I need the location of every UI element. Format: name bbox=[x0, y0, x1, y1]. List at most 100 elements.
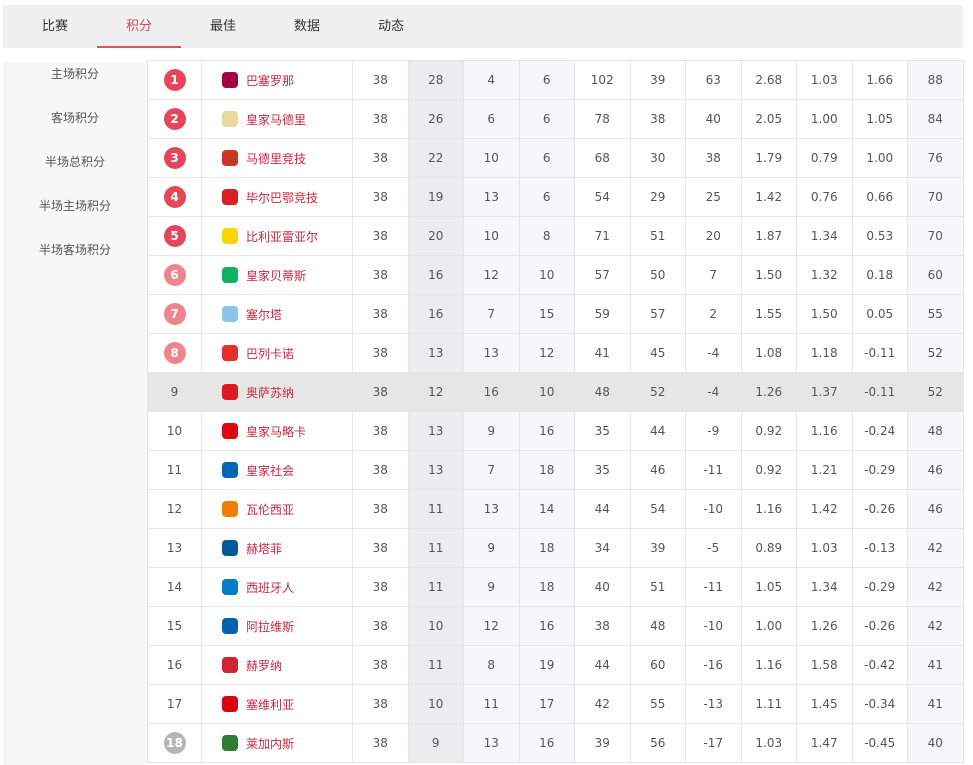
team-cell[interactable]: 赫塔菲 bbox=[201, 528, 353, 568]
table-row[interactable]: 3 马德里竞技 38 22 10 6 68 30 38 1.79 0.79 1.00 76 bbox=[147, 138, 964, 178]
team-cell[interactable]: 塞维利亚 bbox=[201, 684, 353, 724]
team-cell[interactable]: 莱加内斯 bbox=[201, 723, 353, 763]
rank-cell: 16 bbox=[147, 645, 202, 685]
stat-cell: 9 bbox=[463, 567, 520, 607]
stat-cell: 40 bbox=[685, 99, 742, 139]
tab-4[interactable]: 动态 bbox=[377, 19, 404, 34]
tab-1[interactable]: 积分 bbox=[97, 5, 181, 48]
team-crest-icon bbox=[222, 618, 238, 634]
table-row[interactable]: 9 奥萨苏纳 38 12 16 10 48 52 -4 1.26 1.37 -0.11 52 bbox=[147, 372, 964, 412]
stat-cell: -11 bbox=[685, 567, 742, 607]
table-row[interactable]: 1 巴塞罗那 38 28 4 6 102 39 63 2.68 1.03 1.66 88 bbox=[147, 60, 964, 100]
stat-cell: -0.24 bbox=[851, 411, 908, 451]
sidebar-item[interactable]: 半场主场积分 bbox=[38, 199, 111, 213]
team-name[interactable]: 塞维利亚 bbox=[246, 697, 295, 712]
stat-cell: 10 bbox=[518, 372, 575, 412]
team-cell[interactable]: 皇家贝蒂斯 bbox=[201, 255, 353, 295]
team-name[interactable]: 赫罗纳 bbox=[246, 658, 283, 673]
team-cell[interactable]: 巴列卡诺 bbox=[201, 333, 353, 373]
table-row[interactable]: 2 皇家马德里 38 26 6 6 78 38 40 2.05 1.00 1.05 84 bbox=[147, 99, 964, 139]
rank-cell: 3 bbox=[147, 138, 202, 178]
table-row[interactable]: 11 皇家社会 38 13 7 18 35 46 -11 0.92 1.21 -0.29 46 bbox=[147, 450, 964, 490]
table-row[interactable]: 14 西班牙人 38 11 9 18 40 51 -11 1.05 1.34 -0.29 42 bbox=[147, 567, 964, 607]
tab-0[interactable]: 比赛 bbox=[41, 19, 68, 34]
stat-cell: 16 bbox=[518, 411, 575, 451]
table-row[interactable]: 5 比利亚雷亚尔 38 20 10 8 71 51 20 1.87 1.34 0.53 70 bbox=[147, 216, 964, 256]
team-cell[interactable]: 巴塞罗那 bbox=[201, 60, 353, 100]
stat-cell: 41 bbox=[907, 684, 964, 724]
stat-cell: 18 bbox=[518, 567, 575, 607]
tab-3[interactable]: 数据 bbox=[293, 19, 320, 34]
stat-cell: 38 bbox=[352, 60, 409, 100]
stat-cell: 19 bbox=[407, 177, 464, 217]
rank-cell: 15 bbox=[147, 606, 202, 646]
table-row[interactable]: 18 莱加内斯 38 9 13 16 39 56 -17 1.03 1.47 -0.45 40 bbox=[147, 723, 964, 763]
team-name[interactable]: 阿拉维斯 bbox=[246, 619, 295, 634]
team-cell[interactable]: 皇家马略卡 bbox=[201, 411, 353, 451]
team-name[interactable]: 奥萨苏纳 bbox=[246, 385, 295, 400]
table-row[interactable]: 16 赫罗纳 38 11 8 19 44 60 -16 1.16 1.58 -0.42 41 bbox=[147, 645, 964, 685]
team-name[interactable]: 比利亚雷亚尔 bbox=[246, 229, 319, 244]
team-cell[interactable]: 皇家马德里 bbox=[201, 99, 353, 139]
stat-cell: 10 bbox=[463, 216, 520, 256]
team-cell[interactable]: 毕尔巴鄂竞技 bbox=[201, 177, 353, 217]
sidebar-item[interactable]: 半场总积分 bbox=[44, 155, 105, 169]
team-cell[interactable]: 西班牙人 bbox=[201, 567, 353, 607]
team-name[interactable]: 西班牙人 bbox=[246, 580, 295, 595]
team-name[interactable]: 莱加内斯 bbox=[246, 736, 295, 751]
team-name[interactable]: 皇家贝蒂斯 bbox=[246, 268, 307, 283]
stat-cell: 0.79 bbox=[796, 138, 853, 178]
stat-cell: 2.05 bbox=[740, 99, 797, 139]
table-row[interactable]: 13 赫塔菲 38 11 9 18 34 39 -5 0.89 1.03 -0.13 42 bbox=[147, 528, 964, 568]
team-name[interactable]: 毕尔巴鄂竞技 bbox=[246, 190, 319, 205]
stat-cell: 16 bbox=[407, 255, 464, 295]
team-cell[interactable]: 皇家社会 bbox=[201, 450, 353, 490]
stat-cell: 38 bbox=[352, 99, 409, 139]
team-name[interactable]: 塞尔塔 bbox=[246, 307, 283, 322]
team-name[interactable]: 巴列卡诺 bbox=[246, 346, 295, 361]
team-name[interactable]: 赫塔菲 bbox=[246, 541, 283, 556]
table-row[interactable]: 12 瓦伦西亚 38 11 13 14 44 54 -10 1.16 1.42 -0.26 46 bbox=[147, 489, 964, 529]
stat-cell: 46 bbox=[907, 450, 964, 490]
team-name[interactable]: 巴塞罗那 bbox=[246, 73, 295, 88]
team-cell[interactable]: 比利亚雷亚尔 bbox=[201, 216, 353, 256]
table-row[interactable]: 10 皇家马略卡 38 13 9 16 35 44 -9 0.92 1.16 -0.24 48 bbox=[147, 411, 964, 451]
table-row[interactable]: 15 阿拉维斯 38 10 12 16 38 48 -10 1.00 1.26 -0.26 42 bbox=[147, 606, 964, 646]
stat-cell: 41 bbox=[907, 645, 964, 685]
tab-2[interactable]: 最佳 bbox=[209, 19, 236, 34]
team-crest-icon bbox=[222, 306, 238, 322]
stat-cell: 16 bbox=[518, 723, 575, 763]
stat-cell: 1.16 bbox=[796, 411, 853, 451]
team-name[interactable]: 皇家马德里 bbox=[246, 112, 307, 127]
sidebar-item[interactable]: 客场积分 bbox=[50, 111, 99, 125]
team-name[interactable]: 皇家马略卡 bbox=[246, 424, 307, 439]
stat-cell: 1.34 bbox=[796, 216, 853, 256]
table-row[interactable]: 7 塞尔塔 38 16 7 15 59 57 2 1.55 1.50 0.05 55 bbox=[147, 294, 964, 334]
team-cell[interactable]: 瓦伦西亚 bbox=[201, 489, 353, 529]
stat-cell: 7 bbox=[463, 294, 520, 334]
table-row[interactable]: 4 毕尔巴鄂竞技 38 19 13 6 54 29 25 1.42 0.76 0.66 70 bbox=[147, 177, 964, 217]
team-cell[interactable]: 阿拉维斯 bbox=[201, 606, 353, 646]
team-cell[interactable]: 赫罗纳 bbox=[201, 645, 353, 685]
stat-cell: 1.26 bbox=[740, 372, 797, 412]
team-cell[interactable]: 马德里竞技 bbox=[201, 138, 353, 178]
team-name[interactable]: 皇家社会 bbox=[246, 463, 295, 478]
table-row[interactable]: 6 皇家贝蒂斯 38 16 12 10 57 50 7 1.50 1.32 0.18 60 bbox=[147, 255, 964, 295]
stat-cell: -4 bbox=[685, 372, 742, 412]
team-crest-icon bbox=[222, 150, 238, 166]
stat-cell: 11 bbox=[407, 567, 464, 607]
stat-cell: 102 bbox=[574, 60, 631, 100]
team-name[interactable]: 瓦伦西亚 bbox=[246, 502, 295, 517]
team-cell[interactable]: 奥萨苏纳 bbox=[201, 372, 353, 412]
stat-cell: 42 bbox=[907, 606, 964, 646]
table-row[interactable]: 8 巴列卡诺 38 13 13 12 41 45 -4 1.08 1.18 -0.11 52 bbox=[147, 333, 964, 373]
sidebar-item[interactable]: 半场客场积分 bbox=[38, 243, 111, 257]
team-cell[interactable]: 塞尔塔 bbox=[201, 294, 353, 334]
stat-cell: 8 bbox=[518, 216, 575, 256]
team-name[interactable]: 马德里竞技 bbox=[246, 151, 307, 166]
stat-cell: -4 bbox=[685, 333, 742, 373]
sidebar-item[interactable]: 主场积分 bbox=[50, 67, 99, 81]
table-row[interactable]: 17 塞维利亚 38 10 11 17 42 55 -13 1.11 1.45 -0.34 41 bbox=[147, 684, 964, 724]
stat-cell: 51 bbox=[629, 216, 686, 256]
rank-cell: 8 bbox=[147, 333, 202, 373]
